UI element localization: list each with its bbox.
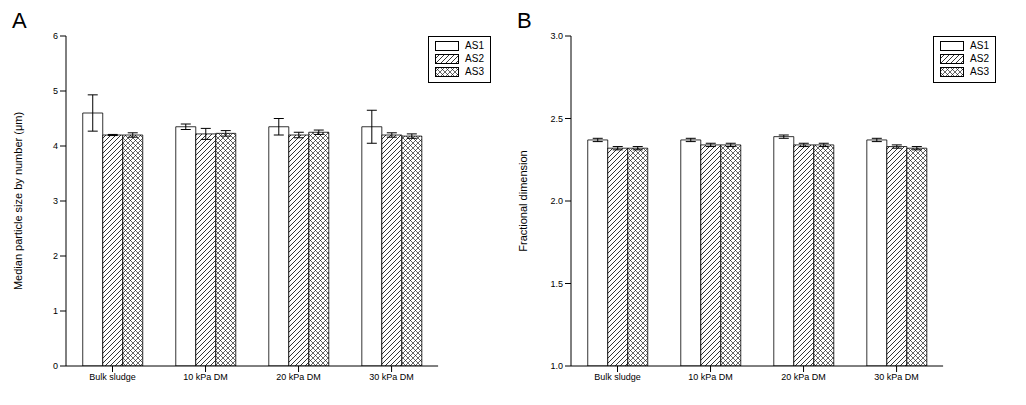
svg-text:6: 6 — [53, 31, 58, 41]
svg-text:2.0: 2.0 — [550, 196, 563, 206]
html-text:AS3: AS3 — [465, 66, 484, 77]
svg-text:10 kPa DM: 10 kPa DM — [183, 372, 228, 382]
html-text:B: B — [517, 8, 532, 33]
html-text:AS2: AS2 — [970, 53, 989, 64]
svg-text:0: 0 — [53, 361, 58, 371]
svg-text:Bulk sludge: Bulk sludge — [89, 372, 136, 382]
svg-text:Bulk sludge: Bulk sludge — [594, 372, 641, 382]
svg-text:Fractional dimension: Fractional dimension — [517, 150, 529, 252]
svg-text:2: 2 — [53, 251, 58, 261]
svg-text:5: 5 — [53, 86, 58, 96]
svg-text:1.0: 1.0 — [550, 361, 563, 371]
html-text:AS1: AS1 — [970, 40, 989, 51]
svg-text:20 kPa DM: 20 kPa DM — [276, 372, 321, 382]
svg-text:3.0: 3.0 — [550, 31, 563, 41]
svg-text:10 kPa DM: 10 kPa DM — [688, 372, 733, 382]
svg-text:30 kPa DM: 30 kPa DM — [874, 372, 919, 382]
html-text:AS2: AS2 — [465, 53, 484, 64]
html-text:AS1: AS1 — [465, 40, 484, 51]
html-text:A: A — [12, 8, 27, 33]
svg-text:30 kPa DM: 30 kPa DM — [369, 372, 414, 382]
svg-text:20 kPa DM: 20 kPa DM — [781, 372, 826, 382]
svg-text:4: 4 — [53, 141, 58, 151]
html-text:AS3: AS3 — [970, 66, 989, 77]
svg-text:1: 1 — [53, 306, 58, 316]
svg-text:2.5: 2.5 — [550, 114, 563, 124]
svg-text:Median particle size by number: Median particle size by number (μm) — [12, 112, 24, 290]
svg-text:3: 3 — [53, 196, 58, 206]
svg-text:1.5: 1.5 — [550, 279, 563, 289]
